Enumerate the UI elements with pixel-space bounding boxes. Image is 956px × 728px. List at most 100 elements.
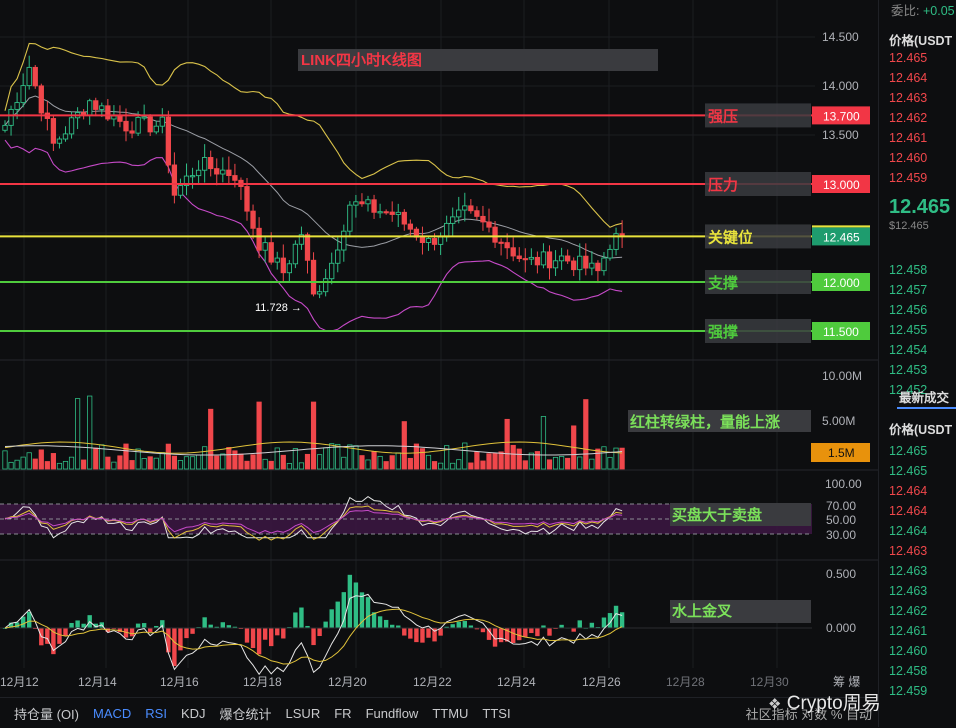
candle-body <box>498 241 504 244</box>
bid-price[interactable]: 12.456 <box>889 303 928 317</box>
rsi-tick: 30.00 <box>826 528 856 542</box>
candle-body <box>105 105 111 120</box>
macd-bar <box>523 628 528 637</box>
candle-body <box>462 205 468 211</box>
tab-macd[interactable]: MACD <box>93 705 132 721</box>
candle-body <box>480 215 486 223</box>
macd-bar <box>589 622 595 628</box>
macd-bar <box>202 617 207 628</box>
bid-price[interactable]: 12.455 <box>889 323 928 337</box>
ask-price[interactable]: 12.462 <box>889 111 928 125</box>
tab-ttsi[interactable]: TTSI <box>482 705 511 721</box>
candle-body <box>516 255 522 260</box>
volume-bar <box>208 408 214 470</box>
candle-body <box>214 168 220 175</box>
level-price: 11.500 <box>823 325 859 339</box>
trade-price: 12.465 <box>889 444 928 458</box>
volume-bar <box>14 459 20 470</box>
bid-price[interactable]: 12.457 <box>889 283 928 297</box>
trades-title[interactable]: 最新成交 <box>899 391 950 405</box>
volume-bar <box>214 455 220 470</box>
volume-bar <box>456 459 462 470</box>
trade-price: 12.462 <box>889 604 928 618</box>
tab-ttmu[interactable]: TTMU <box>432 705 469 721</box>
tab-fr[interactable]: FR <box>334 705 352 721</box>
candle-body <box>371 199 377 213</box>
level-price: 13.700 <box>823 109 860 123</box>
macd-bar <box>220 622 225 628</box>
tab-fundflow[interactable]: Fundflow <box>365 705 419 721</box>
rsi-note: 买盘大于卖盘 <box>672 506 762 524</box>
macd-bar <box>547 628 552 636</box>
level-label-bg <box>705 224 811 249</box>
candle-body <box>558 255 565 262</box>
ask-price[interactable]: 12.461 <box>889 131 928 145</box>
rsi-line <box>4 505 623 541</box>
macd-bar <box>450 624 455 628</box>
tab-liquidation[interactable]: 爆仓统计 <box>219 706 272 722</box>
tab-kdj[interactable]: KDJ <box>180 705 206 721</box>
volume-bar <box>492 452 498 470</box>
order-book-panel: 委比: +0.05 价格(USDT 12.465 12.464 12.463 12.4… <box>878 0 956 727</box>
trade-price: 12.463 <box>889 564 928 578</box>
volume-bar <box>516 448 522 470</box>
tab-lsur[interactable]: LSUR <box>285 705 321 721</box>
x-label: 12月18 <box>243 675 282 689</box>
macd-bar <box>117 628 123 633</box>
macd-bar <box>281 628 286 639</box>
price-chart[interactable]: 强压 13.700 压力 13.000 关键位 12.465 支撑 12.000 强撑 11.50… <box>0 0 878 697</box>
macd-bar <box>396 625 401 628</box>
volume-bar <box>468 462 474 470</box>
candle-body <box>601 257 607 272</box>
candles <box>2 55 625 299</box>
volume-bar <box>310 401 317 470</box>
tab-oi[interactable]: 持仓量 (OI) <box>14 706 79 722</box>
macd-bar <box>214 626 219 628</box>
trade-price: 12.464 <box>889 504 928 518</box>
axis-options[interactable]: 社区指标 对数 % 自动 <box>745 707 872 722</box>
chart-title: LINK四小时K线图 <box>301 51 422 69</box>
candle-body <box>141 116 147 119</box>
macd-bar <box>293 612 298 628</box>
ask-price[interactable]: 12.465 <box>889 51 928 65</box>
macd-bar <box>402 628 407 636</box>
bid-price[interactable]: 12.458 <box>889 263 928 277</box>
volume-bar <box>371 451 377 470</box>
volume-bar <box>147 456 153 470</box>
bid-price[interactable]: 12.453 <box>889 363 928 377</box>
candle-body <box>232 175 238 181</box>
tab-rsi[interactable]: RSI <box>145 705 167 721</box>
level-price-box <box>812 227 870 246</box>
level-label-bg <box>705 103 811 128</box>
candle-body <box>93 100 99 110</box>
volume-bar <box>298 462 305 470</box>
macd-bar <box>577 620 582 628</box>
macd-bar <box>232 626 238 628</box>
volume-bar <box>226 447 232 470</box>
level-price-box <box>812 322 870 340</box>
macd-bar <box>27 611 32 628</box>
volume-bar <box>329 443 335 470</box>
candle-body <box>129 130 135 134</box>
level-price: 13.000 <box>823 178 860 192</box>
macd-bar <box>335 601 340 628</box>
volume-bar <box>437 462 444 470</box>
ask-price[interactable]: 12.460 <box>889 151 928 165</box>
volume-bar <box>183 456 190 470</box>
macd-bar <box>559 624 564 628</box>
candle-body <box>595 262 601 272</box>
bid-price[interactable]: 12.452 <box>889 383 928 397</box>
rsi-tick: 70.00 <box>826 499 856 513</box>
x-label: 12月12 <box>0 675 39 689</box>
bid-price[interactable]: 12.454 <box>889 343 928 357</box>
ask-price[interactable]: 12.463 <box>889 91 928 105</box>
chart-title-bg <box>298 49 658 71</box>
ask-price[interactable]: 12.459 <box>889 171 928 185</box>
macd-bar <box>93 623 98 628</box>
macd-bar <box>166 628 171 653</box>
volume-note-bg <box>628 410 811 432</box>
trade-price: 12.461 <box>889 624 928 638</box>
ask-price[interactable]: 12.464 <box>889 71 928 85</box>
x-corner[interactable]: 筹 爆 <box>833 675 860 689</box>
